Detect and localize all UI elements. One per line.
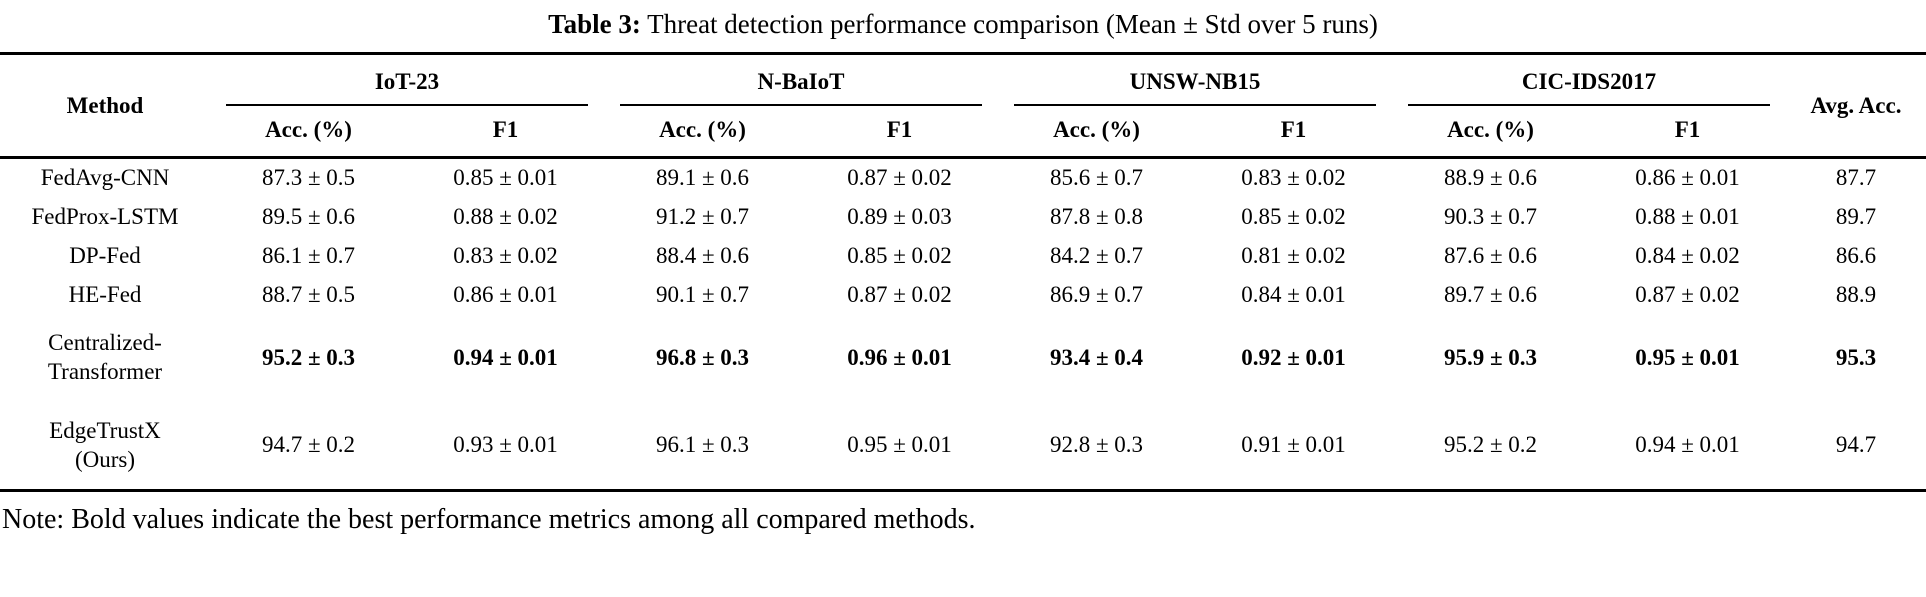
table-row: FedAvg-CNN 87.3 ± 0.5 0.85 ± 0.01 89.1 ± 0.…	[0, 158, 1926, 198]
method-cell: FedProx-LSTM	[31, 204, 179, 230]
value-cell: 87.6 ± 0.6	[1443, 242, 1538, 268]
col-subheader-unswnb15-f1: F1	[1280, 117, 1307, 143]
value-cell: 86.1 ± 0.7	[261, 242, 356, 268]
value-cell: 0.85 ± 0.02	[847, 242, 952, 268]
table-note: Note: Bold values indicate the best perf…	[2, 504, 976, 536]
value-cell: 0.85 ± 0.02	[1241, 204, 1346, 230]
value-cell: 86.9 ± 0.7	[1049, 281, 1144, 307]
value-cell: 95.2 ± 0.3	[261, 344, 356, 370]
col-subheader-iot23-f1: F1	[492, 117, 519, 143]
value-cell: 91.2 ± 0.7	[655, 204, 750, 230]
col-group-iot23-label: IoT-23	[226, 55, 588, 107]
table-row: DP-Fed 86.1 ± 0.7 0.83 ± 0.02 88.4 ± 0.6 0.8…	[0, 237, 1926, 276]
table-row: EdgeTrustX (Ours) 94.7 ± 0.2 0.93 ± 0.01 96…	[0, 402, 1926, 491]
col-subheader-nbaiot-acc: Acc. (%)	[659, 117, 746, 143]
value-cell: 0.94 ± 0.01	[1635, 432, 1740, 458]
table-row: Centralized- Transformer 95.2 ± 0.3 0.94 ±…	[0, 314, 1926, 402]
table-header: Method IoT-23 N-BaIoT UNSW-NB15 CIC-IDS2…	[0, 54, 1926, 158]
value-cell: 87.7	[1835, 165, 1877, 191]
table-header-group-row: Method IoT-23 N-BaIoT UNSW-NB15 CIC-IDS2…	[0, 54, 1926, 118]
table-body: FedAvg-CNN 87.3 ± 0.5 0.85 ± 0.01 89.1 ± 0.…	[0, 158, 1926, 491]
table-row: HE-Fed 88.7 ± 0.5 0.86 ± 0.01 90.1 ± 0.7 0.8…	[0, 276, 1926, 315]
value-cell: 89.5 ± 0.6	[261, 204, 356, 230]
value-cell: 88.9 ± 0.6	[1443, 165, 1538, 191]
value-cell: 0.85 ± 0.01	[453, 165, 558, 191]
value-cell: 0.83 ± 0.02	[1241, 165, 1346, 191]
value-cell: 0.93 ± 0.01	[453, 432, 558, 458]
col-subheader-iot23-acc: Acc. (%)	[265, 117, 352, 143]
value-cell: 0.96 ± 0.01	[847, 344, 952, 370]
value-cell: 89.7	[1835, 204, 1877, 230]
value-cell: 0.95 ± 0.01	[1635, 344, 1740, 370]
value-cell: 88.4 ± 0.6	[655, 242, 750, 268]
value-cell: 94.7 ± 0.2	[261, 432, 356, 458]
value-cell: 0.86 ± 0.01	[453, 281, 558, 307]
value-cell: 0.91 ± 0.01	[1241, 432, 1346, 458]
value-cell: 89.1 ± 0.6	[655, 165, 750, 191]
value-cell: 95.3	[1835, 344, 1877, 370]
value-cell: 96.1 ± 0.3	[655, 432, 750, 458]
value-cell: 87.8 ± 0.8	[1049, 204, 1144, 230]
col-group-nbaiot-label: N-BaIoT	[620, 55, 982, 107]
col-subheader-nbaiot-f1: F1	[886, 117, 913, 143]
method-cell: FedAvg-CNN	[40, 165, 170, 191]
col-group-iot23: IoT-23	[210, 54, 604, 107]
value-cell: 88.9	[1835, 281, 1877, 307]
value-cell: 0.86 ± 0.01	[1635, 165, 1740, 191]
value-cell: 0.87 ± 0.02	[847, 165, 952, 191]
value-cell: 0.88 ± 0.02	[453, 204, 558, 230]
value-cell: 0.89 ± 0.03	[847, 204, 952, 230]
col-group-nbaiot: N-BaIoT	[604, 54, 998, 107]
value-cell: 0.83 ± 0.02	[453, 242, 558, 268]
col-group-unswnb15-label: UNSW-NB15	[1014, 55, 1376, 107]
value-cell: 96.8 ± 0.3	[655, 344, 750, 370]
col-group-cicids2017: CIC-IDS2017	[1392, 54, 1786, 107]
method-cell: Centralized- Transformer	[47, 330, 163, 385]
value-cell: 90.1 ± 0.7	[655, 281, 750, 307]
col-subheader-cicids2017-f1: F1	[1674, 117, 1701, 143]
value-cell: 94.7	[1835, 432, 1877, 458]
table-row: FedProx-LSTM 89.5 ± 0.6 0.88 ± 0.02 91.2 ± …	[0, 198, 1926, 237]
value-cell: 92.8 ± 0.3	[1049, 432, 1144, 458]
value-cell: 87.3 ± 0.5	[261, 165, 356, 191]
results-table: Method IoT-23 N-BaIoT UNSW-NB15 CIC-IDS2…	[0, 52, 1926, 493]
table-caption-label: Table 3:	[548, 9, 641, 39]
value-cell: 0.84 ± 0.01	[1241, 281, 1346, 307]
col-group-cicids2017-label: CIC-IDS2017	[1408, 55, 1770, 107]
value-cell: 0.87 ± 0.02	[1635, 281, 1740, 307]
value-cell: 85.6 ± 0.7	[1049, 165, 1144, 191]
value-cell: 95.9 ± 0.3	[1443, 344, 1538, 370]
value-cell: 86.6	[1835, 242, 1877, 268]
value-cell: 93.4 ± 0.4	[1049, 344, 1144, 370]
value-cell: 0.84 ± 0.02	[1635, 242, 1740, 268]
col-subheader-cicids2017-acc: Acc. (%)	[1447, 117, 1534, 143]
table-caption-text: Threat detection performance comparison …	[640, 9, 1378, 39]
value-cell: 0.94 ± 0.01	[453, 344, 558, 370]
col-group-unswnb15: UNSW-NB15	[998, 54, 1392, 107]
table-caption: Table 3: Threat detection performance co…	[0, 0, 1926, 52]
table-subheader-row: Acc. (%) F1 Acc. (%) F1 Acc. (%) F1 Acc.…	[0, 106, 1926, 158]
value-cell: 89.7 ± 0.6	[1443, 281, 1538, 307]
col-header-avg-acc: Avg. Acc.	[1810, 92, 1902, 118]
method-cell: EdgeTrustX (Ours)	[49, 417, 161, 472]
value-cell: 0.92 ± 0.01	[1241, 344, 1346, 370]
value-cell: 0.88 ± 0.01	[1635, 204, 1740, 230]
value-cell: 90.3 ± 0.7	[1443, 204, 1538, 230]
value-cell: 0.95 ± 0.01	[847, 432, 952, 458]
col-subheader-unswnb15-acc: Acc. (%)	[1053, 117, 1140, 143]
value-cell: 0.87 ± 0.02	[847, 281, 952, 307]
value-cell: 0.81 ± 0.02	[1241, 242, 1346, 268]
method-cell: HE-Fed	[68, 281, 142, 307]
value-cell: 95.2 ± 0.2	[1443, 432, 1538, 458]
value-cell: 88.7 ± 0.5	[261, 281, 356, 307]
col-header-method: Method	[66, 92, 144, 118]
method-cell: DP-Fed	[69, 242, 141, 268]
value-cell: 84.2 ± 0.7	[1049, 242, 1144, 268]
